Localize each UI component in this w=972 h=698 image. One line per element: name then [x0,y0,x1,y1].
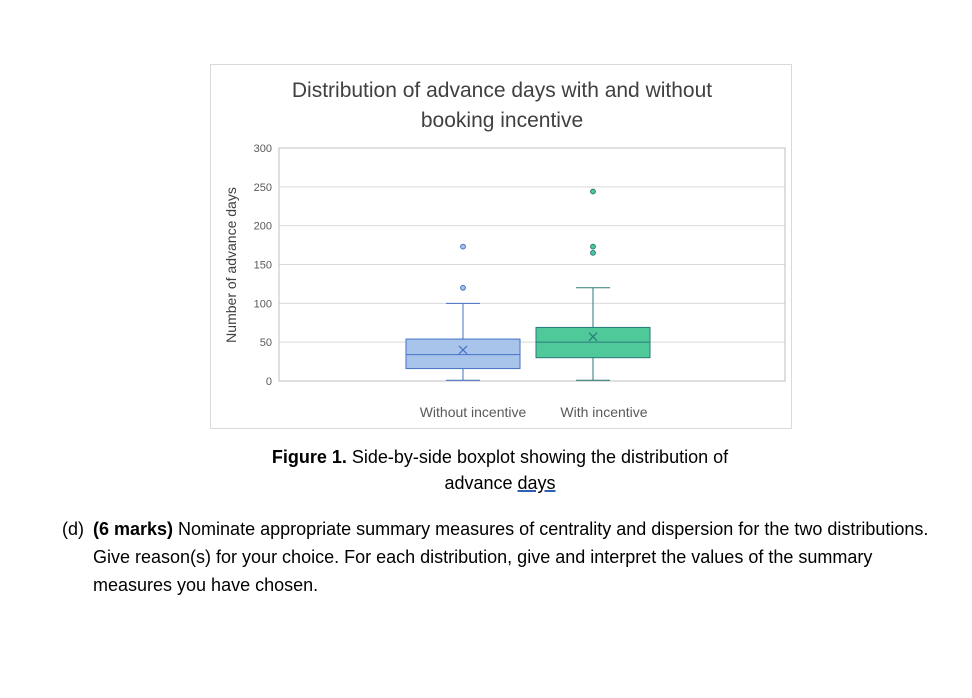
outlier-point [460,284,466,291]
box-1 [405,243,521,381]
outlier-point [590,249,596,256]
outlier-point [590,188,596,195]
mean-marker [588,332,598,342]
y-tick-label: 200 [254,221,272,233]
plot-area-border [278,147,786,382]
caption-text-line2: advance [444,473,518,493]
y-tick-label: 250 [254,182,272,194]
boxes [405,188,651,381]
y-axis-ticks: 0 50 100 150 200 250 300 [254,143,272,388]
mean-marker [458,345,468,355]
chart-frame: Distribution of advance days with and wi… [210,64,792,429]
x-axis-categories: Without incentive With incentive [420,404,648,420]
caption-text-line1: Side-by-side boxplot showing the distrib… [346,447,729,467]
question-d: (d) (6 marks) Nominate appropriate summa… [62,515,942,599]
y-axis-label: Number of advance days [223,187,239,343]
y-tick-label: 50 [260,337,272,349]
chart-title-line-1: Distribution of advance days with and wi… [292,79,712,102]
outlier-point [590,243,596,250]
outlier-point [460,243,466,250]
figure-caption: Figure 1. Side-by-side boxplot showing t… [200,444,800,496]
question-body: (6 marks) Nominate appropriate summary m… [93,515,942,599]
y-tick-label: 0 [266,376,272,388]
y-tick-label: 100 [254,298,272,310]
caption-label: Figure 1. [271,447,347,467]
iqr-box [405,338,521,370]
x-category-label: Without incentive [420,404,527,420]
y-tick-label: 300 [254,143,272,155]
chart-title-line-2: booking incentive [421,109,583,132]
question-marks: (6 marks) [93,519,174,539]
caption-underlined-word: days [517,473,556,493]
boxplot-chart: Distribution of advance days with and wi… [223,79,786,420]
box-2 [535,188,651,381]
question-number: (d) [62,519,84,539]
gridlines [279,147,785,382]
x-category-label: With incentive [560,404,647,420]
y-tick-label: 150 [254,260,272,272]
question-text: Nominate appropriate summary measures of… [93,519,929,595]
